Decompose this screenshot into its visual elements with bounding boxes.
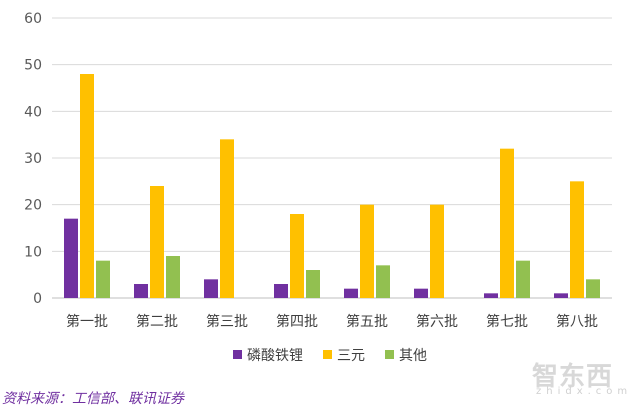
x-tick-label: 第七批	[486, 313, 528, 330]
legend-swatch	[323, 350, 332, 359]
bar-2	[500, 148, 514, 298]
bar-3	[306, 270, 320, 298]
y-tick-label: 10	[24, 244, 42, 260]
legend-label: 其他	[399, 348, 427, 364]
bar-2	[80, 74, 94, 298]
watermark-sub-text: zhidx.com	[536, 386, 633, 397]
legend-label: 三元	[337, 348, 365, 364]
x-tick-label: 第五批	[346, 313, 388, 330]
source-note: 资料来源：工信部、联讯证券	[2, 391, 184, 407]
x-tick-label: 第三批	[206, 313, 248, 330]
bar-3	[376, 265, 390, 298]
bar-3	[516, 260, 530, 298]
y-tick-label: 40	[24, 104, 42, 120]
watermark-logo: 智东西 zhidx.com	[532, 356, 632, 400]
bar-2	[290, 214, 304, 298]
legend-swatch	[385, 350, 394, 359]
bar-2	[360, 204, 374, 298]
y-tick-label: 20	[24, 198, 42, 214]
x-tick-label: 第八批	[556, 313, 598, 330]
legend-label: 磷酸铁锂	[247, 348, 303, 364]
y-tick-label: 30	[24, 151, 42, 167]
bar-1	[554, 293, 568, 298]
x-tick-label: 第四批	[276, 313, 318, 330]
x-tick-label: 第一批	[66, 313, 108, 330]
bar-2	[570, 181, 584, 298]
x-tick-label: 第六批	[416, 313, 458, 330]
bar-2	[150, 186, 164, 298]
bar-1	[204, 279, 218, 298]
bar-1	[414, 288, 428, 298]
bar-1	[64, 218, 78, 298]
bar-1	[274, 284, 288, 298]
y-tick-label: 50	[24, 58, 42, 74]
legend-swatch	[233, 350, 242, 359]
bar-chart: 0 10 20 30 40 50 60 第一批 第二批 第三批 第四批 第五批 第六批 第七批 第八批磷酸铁…	[24, 11, 612, 364]
y-tick-label: 0	[33, 291, 42, 307]
bar-2	[430, 204, 444, 298]
bar-3	[586, 279, 600, 298]
bar-1	[344, 288, 358, 298]
x-tick-label: 第二批	[136, 313, 178, 330]
bar-2	[220, 139, 234, 298]
bar-1	[134, 284, 148, 298]
bar-3	[166, 256, 180, 298]
watermark-main-text: 智东西	[532, 362, 614, 392]
y-tick-label: 60	[24, 11, 42, 27]
bar-1	[484, 293, 498, 298]
bar-3	[96, 260, 110, 298]
